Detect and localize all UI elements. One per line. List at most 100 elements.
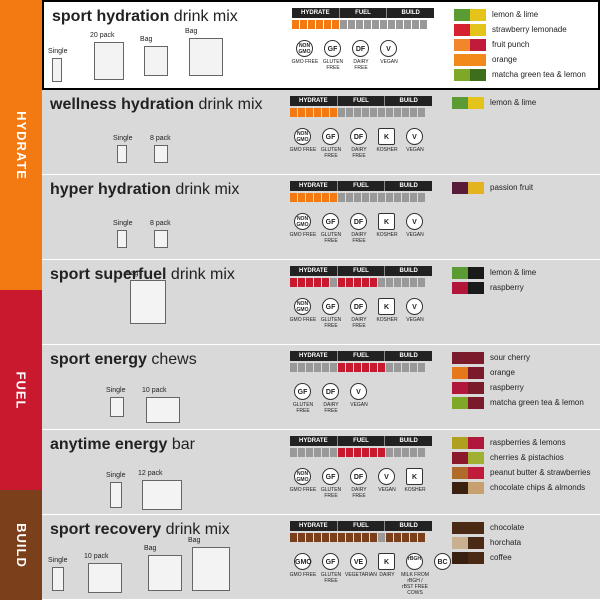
flavor-item: passion fruit xyxy=(452,181,533,195)
badge-label: KOSHER xyxy=(376,232,398,238)
flavor-name: lemon & lime xyxy=(490,98,537,107)
flavor-swatch xyxy=(454,39,470,51)
sidebar-build-label-wrap: BUILD xyxy=(0,490,42,600)
meter-cell xyxy=(330,448,337,457)
flavor-item: peanut butter & strawberries xyxy=(452,466,591,480)
product-type: drink mix xyxy=(161,521,230,538)
meter-cell xyxy=(362,193,369,202)
meter-cell xyxy=(298,448,305,457)
flavor-item: matcha green tea & lemon xyxy=(454,68,586,82)
meter-cell xyxy=(402,363,409,372)
meter-cell xyxy=(418,108,425,117)
product-title: sport hydration drink mix xyxy=(52,8,238,26)
badge-non-gmo-icon: NON GMO xyxy=(296,40,313,57)
category-header: HYDRATE FUEL BUILD xyxy=(290,96,432,106)
product-title: hyper hydration drink mix xyxy=(50,181,239,199)
badge-gf-icon: GF xyxy=(322,468,339,485)
badge-df-icon: DF xyxy=(322,383,339,400)
package-image xyxy=(117,145,127,163)
meter-cell xyxy=(386,448,393,457)
badge-label: GMO FREE xyxy=(289,147,317,153)
flavor-swatch xyxy=(468,182,484,194)
meter-cell xyxy=(394,533,401,542)
sidebar-hydrate-label-wrap: HYDRATE xyxy=(0,0,42,290)
badge-gf-icon: GF xyxy=(324,40,341,57)
sidebar-fuel-label: FUEL xyxy=(13,371,29,409)
product-row-6: sport recovery drink mix Single 10 pack Bag… xyxy=(42,515,600,600)
meter-cell xyxy=(394,108,401,117)
product-title: anytime energy bar xyxy=(50,436,195,454)
category-label: BUILD xyxy=(399,268,418,274)
product-title: sport recovery drink mix xyxy=(50,521,230,539)
product-name: sport energy xyxy=(50,351,147,368)
flavor-swatch xyxy=(468,482,484,494)
meter-cell xyxy=(418,448,425,457)
meter-cell xyxy=(338,533,345,542)
flavor-item: lemon & lime xyxy=(452,96,536,110)
badge-df-icon: DF xyxy=(350,128,367,145)
flavor-swatch xyxy=(452,267,468,279)
badge-label: MILK FROM rBGH / rBST FREE COWS xyxy=(401,572,429,596)
meter-cell xyxy=(394,363,401,372)
badge-label: GMO FREE xyxy=(289,317,317,323)
category-label: FUEL xyxy=(338,521,386,531)
package-image xyxy=(146,397,180,423)
flavor-swatch xyxy=(468,97,484,109)
badge-df-icon: DF xyxy=(350,213,367,230)
badge-gf-icon: GF xyxy=(322,553,339,570)
flavor-swatch xyxy=(468,382,484,394)
meter-cell xyxy=(322,363,329,372)
category-label: HYDRATE xyxy=(290,266,338,276)
badge-label: GLUTEN FREE xyxy=(292,402,314,414)
sidebar-build-label: BUILD xyxy=(13,522,29,568)
meter-cell xyxy=(386,108,393,117)
badge-v-icon: V xyxy=(350,383,367,400)
category-header: HYDRATE FUEL BUILD xyxy=(292,8,434,18)
meter-cell xyxy=(354,278,361,287)
category-label: BUILD xyxy=(401,10,420,16)
flavor-item: horchata xyxy=(452,536,521,550)
product-row-0: sport hydration drink mix Single 20 pack Ba… xyxy=(42,0,600,90)
category-header: HYDRATE FUEL BUILD xyxy=(290,181,432,191)
flavor-swatch xyxy=(468,552,484,564)
meter-cell xyxy=(322,108,329,117)
meter-cell xyxy=(306,278,313,287)
category-label: BUILD xyxy=(399,438,418,444)
product-name: wellness hydration xyxy=(50,96,195,113)
flavor-swatch xyxy=(468,352,484,364)
badge-k-icon: K xyxy=(378,298,395,315)
flavor-item: chocolate chips & almonds xyxy=(452,481,585,495)
flavor-swatch xyxy=(452,467,468,479)
category-header: HYDRATE FUEL BUILD xyxy=(290,436,432,446)
meter-cell xyxy=(298,193,305,202)
flavor-swatch xyxy=(468,282,484,294)
meter-cell xyxy=(346,448,353,457)
badge-non-gmo-icon: NON GMO xyxy=(294,128,311,145)
flavor-name: horchata xyxy=(490,538,522,547)
package-image xyxy=(94,42,124,80)
badge-k-icon: K xyxy=(406,468,423,485)
badge-gmo-icon: GMO xyxy=(294,553,312,570)
category-label: FUEL xyxy=(338,181,386,191)
flavor-item: raspberry xyxy=(452,381,524,395)
badge-label: DAIRY FREE xyxy=(351,147,367,159)
flavor-swatch xyxy=(468,267,484,279)
flavor-item: orange xyxy=(454,53,517,67)
package-image xyxy=(154,230,168,248)
sidebar-hydrate xyxy=(0,0,42,290)
product-name: hyper hydration xyxy=(50,181,171,198)
category-label: HYDRATE xyxy=(290,436,338,446)
flavor-name: cherries & pistachios xyxy=(490,453,564,462)
category-meter xyxy=(290,363,425,372)
meter-cell xyxy=(290,533,297,542)
product-type: drink mix xyxy=(170,181,240,198)
package-image xyxy=(192,547,230,591)
meter-cell xyxy=(314,363,321,372)
badge-label: KOSHER xyxy=(376,317,398,323)
category-label: BUILD xyxy=(399,183,418,189)
package-label: Single xyxy=(106,472,126,479)
package-image xyxy=(130,280,166,324)
package-image xyxy=(142,480,182,510)
meter-cell xyxy=(386,193,393,202)
meter-cell xyxy=(362,108,369,117)
